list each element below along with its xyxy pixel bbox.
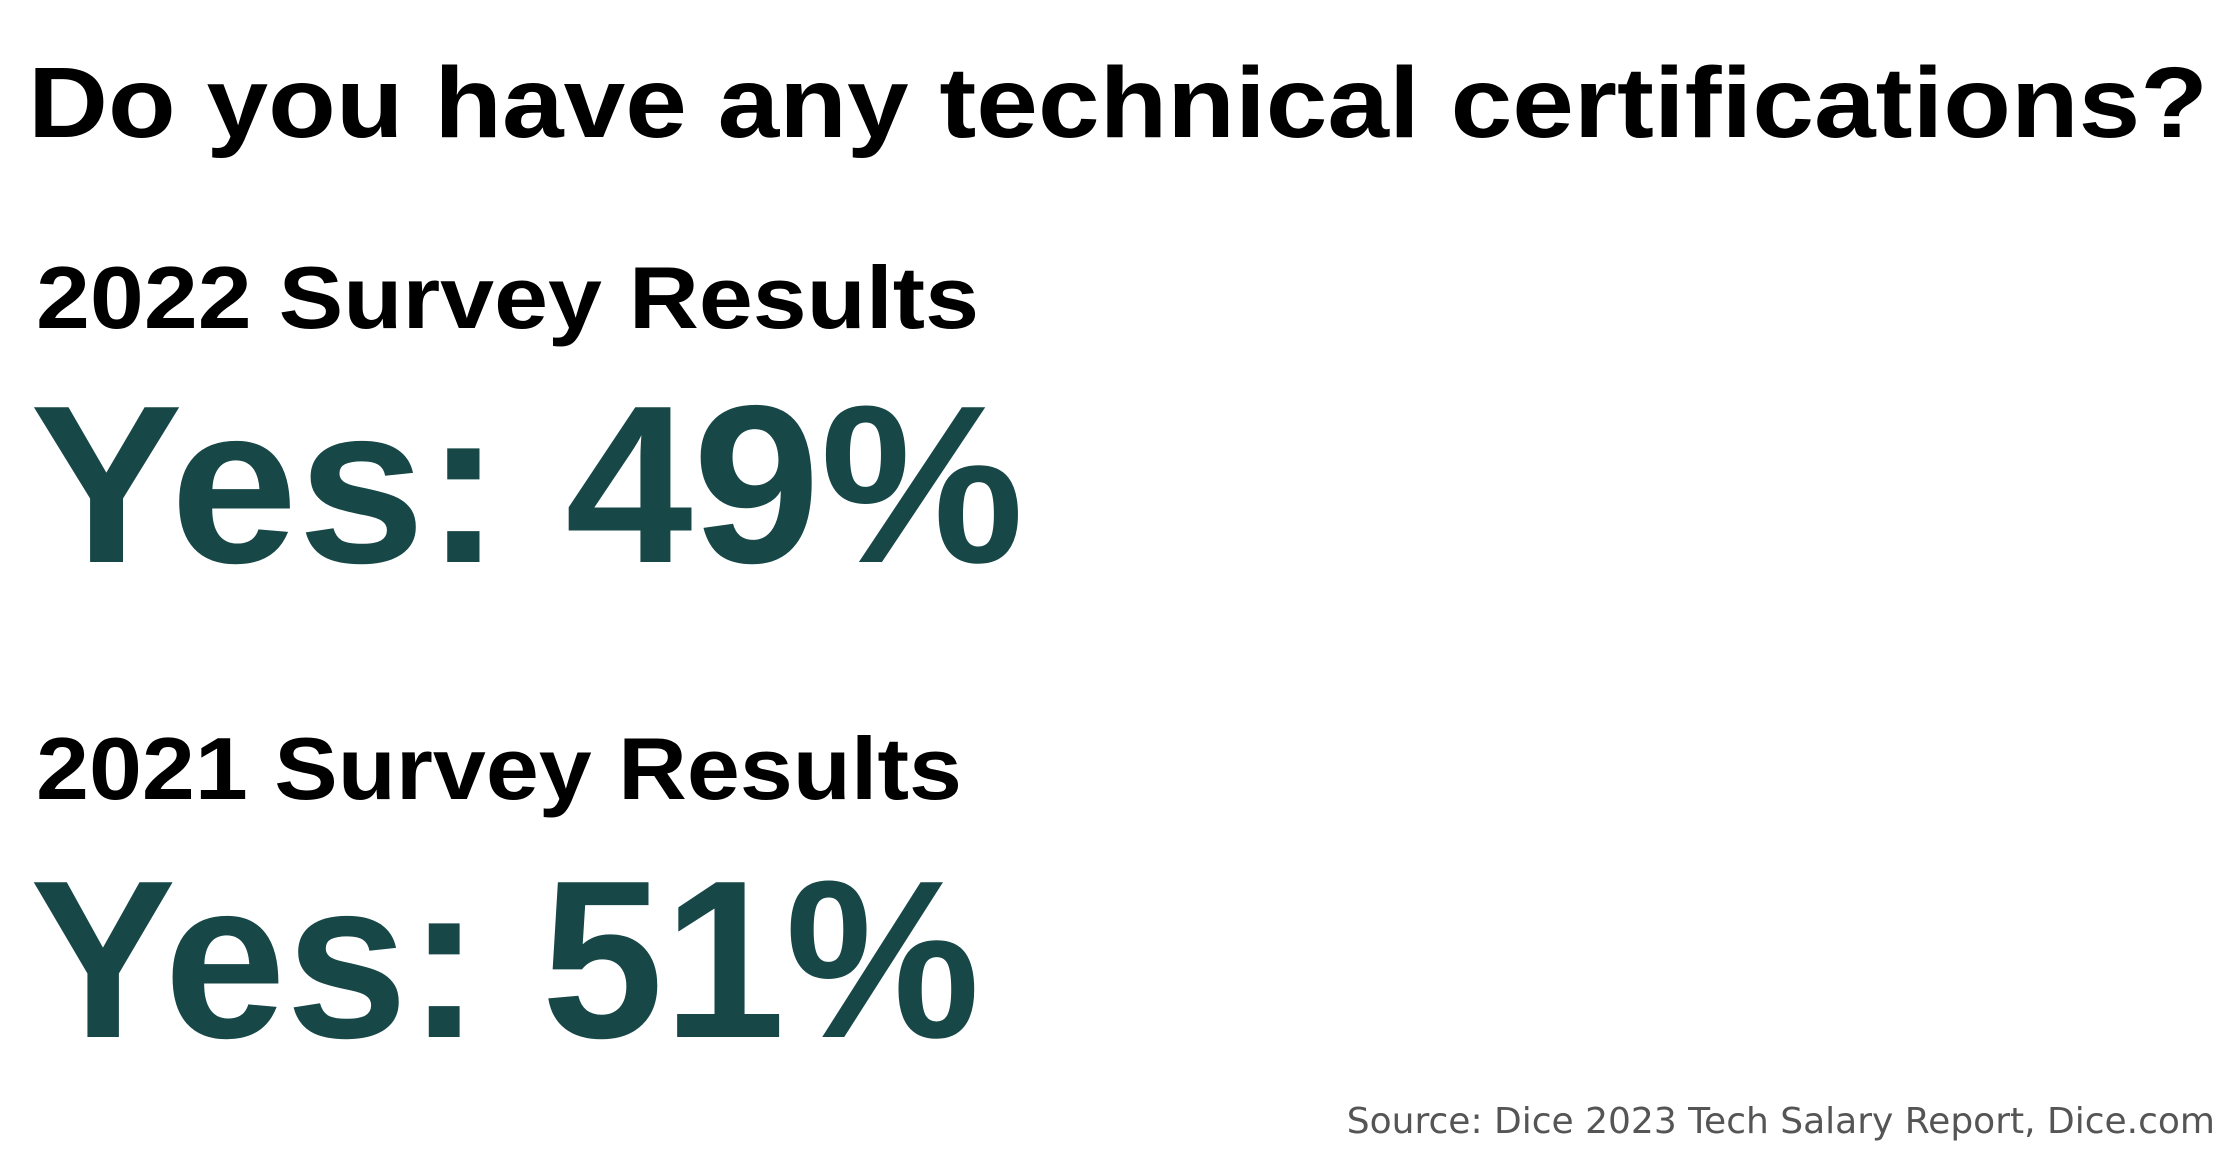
result-value: Yes: 49% — [30, 358, 1024, 610]
section-heading: 2021 Survey Results — [36, 719, 962, 818]
result-value: Yes: 51% — [30, 833, 980, 1085]
title: Do you have any technical certifications… — [28, 47, 2208, 159]
section-heading: 2022 Survey Results — [36, 248, 979, 347]
source-note: Source: Dice 2023 Tech Salary Report, Di… — [1347, 1101, 2215, 1142]
